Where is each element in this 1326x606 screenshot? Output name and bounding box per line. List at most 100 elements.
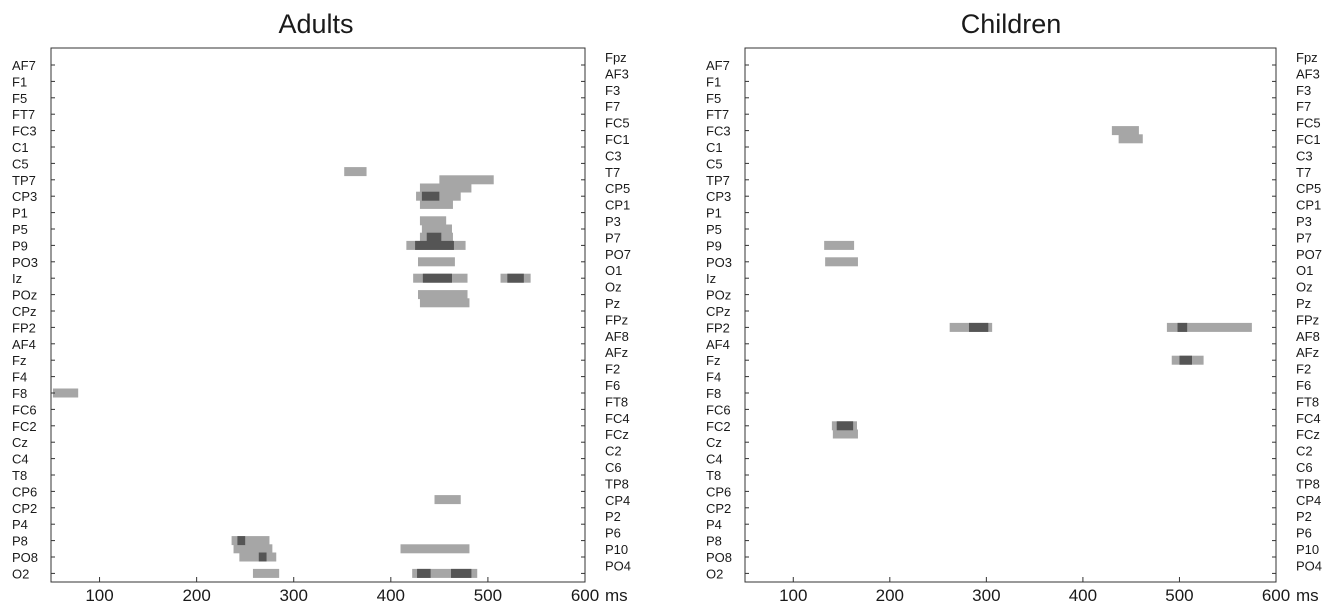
y-label-left: P1 [12, 206, 28, 221]
y-label-right: FC4 [1296, 411, 1321, 426]
y-label-left: PO8 [706, 550, 732, 565]
y-label-left: PO3 [706, 255, 732, 270]
segment-light [418, 257, 455, 267]
y-label-left: P5 [12, 222, 28, 237]
y-label-left: C1 [706, 140, 723, 155]
x-tick-label: 200 [876, 586, 904, 605]
y-label-left: P9 [706, 238, 722, 253]
y-label-left: CP3 [706, 189, 731, 204]
x-tick-label: 400 [377, 586, 405, 605]
y-label-left: AF7 [12, 58, 36, 73]
y-label-left: FC3 [12, 124, 37, 139]
y-label-right: P7 [1296, 230, 1312, 245]
y-label-left: C4 [706, 452, 723, 467]
y-label-right: CP5 [1296, 181, 1321, 196]
y-label-right: TP8 [605, 476, 629, 491]
plot-area [744, 47, 1277, 583]
y-label-right: O1 [605, 263, 622, 278]
y-label-left: P4 [706, 517, 722, 532]
segment-light [412, 568, 478, 578]
y-label-left: C4 [12, 452, 29, 467]
y-label-right: P7 [605, 230, 621, 245]
y-label-right: Oz [1296, 280, 1313, 295]
y-label-right: C3 [605, 148, 622, 163]
segment-dark [507, 273, 524, 283]
y-label-left: F5 [706, 91, 721, 106]
y-label-left: FP2 [12, 320, 36, 335]
y-label-right: PO4 [605, 558, 631, 573]
y-label-left: Cz [12, 435, 28, 450]
segment-light [231, 536, 270, 546]
segment-dark [426, 232, 442, 242]
y-label-right: Oz [605, 280, 622, 295]
y-label-left: POz [706, 288, 731, 303]
segment-light [421, 224, 452, 234]
y-label-right: FC1 [605, 132, 630, 147]
segment-light [434, 495, 461, 505]
y-label-right: AF3 [605, 66, 629, 81]
y-label-left: T8 [706, 468, 721, 483]
y-label-left: FC6 [706, 402, 731, 417]
y-label-left: F1 [12, 74, 27, 89]
y-label-left: CP6 [12, 484, 37, 499]
y-label-left: P8 [12, 534, 28, 549]
y-label-right: P3 [605, 214, 621, 229]
segment-light [1111, 126, 1139, 136]
x-unit-label: ms [1296, 586, 1319, 605]
x-tick-label: 500 [474, 586, 502, 605]
segment-light [52, 388, 79, 398]
y-label-left: CP2 [12, 501, 37, 516]
y-label-left: F4 [706, 370, 721, 385]
segment-dark [1177, 322, 1188, 332]
y-label-left: P8 [706, 534, 722, 549]
y-label-right: T7 [605, 165, 620, 180]
y-label-right: F7 [605, 99, 620, 114]
segment-light [419, 199, 453, 209]
y-label-left: F4 [12, 370, 27, 385]
chart-title: Adults [278, 9, 353, 39]
y-label-right: CP1 [605, 198, 630, 213]
x-tick-label: 300 [972, 586, 1000, 605]
y-label-left: PO8 [12, 550, 38, 565]
segment-light [419, 216, 447, 226]
y-label-right: FCz [1296, 427, 1320, 442]
y-label-right: FC4 [605, 411, 630, 426]
y-label-right: P10 [605, 542, 628, 557]
segment-light [252, 568, 280, 578]
y-label-left: CPz [706, 304, 731, 319]
segment-dark [417, 568, 431, 578]
y-label-right: AF8 [1296, 329, 1320, 344]
y-label-right: F6 [605, 378, 620, 393]
segment-light [824, 240, 855, 250]
segment-light [825, 257, 858, 267]
y-label-left: FP2 [706, 320, 730, 335]
y-label-left: FC3 [706, 124, 731, 139]
segment-light [439, 175, 494, 185]
y-label-left: P1 [706, 206, 722, 221]
y-label-left: Fz [12, 353, 26, 368]
segment-dark [451, 568, 472, 578]
y-label-right: C3 [1296, 148, 1313, 163]
y-label-right: C2 [1296, 444, 1313, 459]
x-tick-label: 600 [571, 586, 599, 605]
y-label-left: F8 [12, 386, 27, 401]
segment-light [1166, 322, 1252, 332]
segment-dark [968, 322, 989, 332]
y-label-right: AFz [1296, 345, 1319, 360]
segment-dark [422, 273, 452, 283]
segment-light [419, 298, 470, 308]
y-label-right: F3 [605, 83, 620, 98]
y-label-right: F6 [1296, 378, 1311, 393]
y-label-right: C2 [605, 444, 622, 459]
y-label-left: POz [12, 288, 37, 303]
y-label-left: T8 [12, 468, 27, 483]
y-label-left: CP2 [706, 501, 731, 516]
x-tick-label: 100 [85, 586, 113, 605]
plot-area [50, 47, 586, 583]
y-label-right: Pz [1296, 296, 1311, 311]
y-label-right: AFz [605, 345, 628, 360]
x-tick-label: 200 [182, 586, 210, 605]
y-label-left: CP6 [706, 484, 731, 499]
x-tick-label: 400 [1069, 586, 1097, 605]
